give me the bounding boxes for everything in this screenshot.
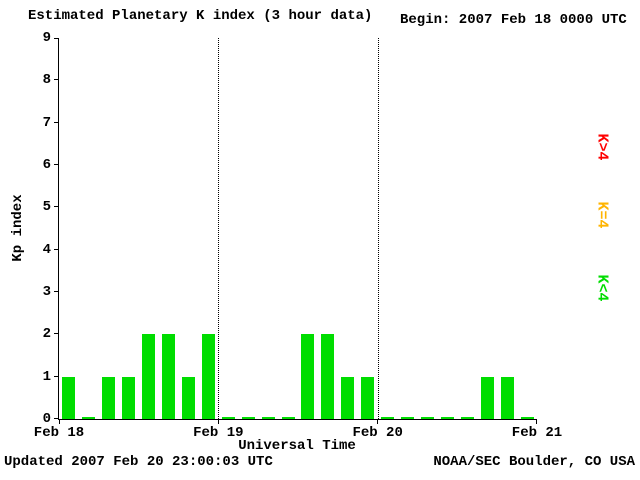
- x-tick-mark: [377, 419, 379, 424]
- y-tick-label: 8: [42, 72, 51, 89]
- y-tick-mark: [54, 38, 59, 39]
- x-tick-label: Feb 18: [33, 425, 85, 441]
- legend-k-lt-4: K<4: [593, 274, 611, 302]
- kp-bar: [500, 376, 514, 419]
- kp-bar: [520, 417, 534, 419]
- kp-bar: [281, 417, 295, 419]
- kp-bar: [162, 334, 176, 419]
- begin-time-label: Begin: 2007 Feb 18 0000 UTC: [400, 12, 627, 28]
- y-tick-label: 7: [42, 114, 51, 131]
- y-tick-mark: [54, 375, 59, 377]
- y-tick-mark: [54, 418, 59, 419]
- y-tick-label: 0: [42, 411, 51, 427]
- kp-bar: [401, 417, 415, 419]
- kp-bar: [82, 417, 96, 419]
- kp-bar: [201, 334, 215, 419]
- x-axis-label: Universal Time: [238, 438, 356, 454]
- kp-bar: [480, 376, 494, 419]
- kp-bar: [361, 376, 375, 419]
- y-tick-mark: [54, 291, 59, 292]
- y-tick-label: 6: [42, 157, 51, 173]
- y-tick-label: 2: [42, 326, 51, 343]
- kp-bar: [321, 334, 335, 419]
- kp-bar: [142, 334, 156, 419]
- source-credit: NOAA/SEC Boulder, CO USA: [433, 454, 635, 470]
- y-tick-mark: [54, 333, 59, 335]
- kp-bar: [221, 417, 235, 419]
- y-tick-mark: [54, 206, 59, 208]
- kp-bar: [460, 417, 474, 419]
- day-boundary-gridline: [218, 38, 220, 419]
- kp-bar: [341, 376, 355, 419]
- x-tick-mark: [536, 419, 537, 424]
- kp-bar: [62, 376, 76, 419]
- kp-bar: [381, 417, 395, 419]
- x-tick-label: Feb 20: [352, 425, 403, 441]
- kp-bar: [420, 417, 434, 419]
- kp-bar: [102, 376, 116, 419]
- y-tick-mark: [54, 248, 59, 250]
- kp-bar: [122, 376, 136, 419]
- y-tick-label: 3: [42, 284, 51, 300]
- y-tick-label: 9: [42, 30, 51, 46]
- updated-timestamp: Updated 2007 Feb 20 23:00:03 UTC: [4, 454, 273, 470]
- x-tick-mark: [217, 419, 219, 424]
- y-tick-mark: [54, 121, 59, 123]
- kp-bar: [440, 417, 454, 419]
- y-tick-label: 5: [42, 199, 51, 216]
- kp-bar: [181, 376, 195, 419]
- x-tick-label: Feb 19: [193, 425, 244, 441]
- day-boundary-gridline: [377, 38, 379, 419]
- y-tick-label: 1: [42, 368, 51, 385]
- legend-k-eq-4: K=4: [593, 201, 611, 229]
- kp-bar: [261, 417, 275, 419]
- y-tick-mark: [54, 79, 59, 81]
- kp-bar: [301, 334, 315, 419]
- y-tick-label: 4: [42, 241, 51, 258]
- plot-area: 0 1 2 3 4 5 6 7 8 9 Feb 18 Feb 19 Feb 20 Feb 21: [34, 31, 562, 441]
- x-tick-mark: [59, 419, 60, 424]
- kp-bar: [241, 417, 255, 419]
- x-tick-label: Feb 21: [511, 425, 563, 441]
- y-tick-mark: [54, 164, 59, 165]
- y-axis-label: Kp index: [10, 194, 26, 262]
- chart-title: Estimated Planetary K index (3 hour data…: [28, 8, 373, 24]
- legend-k-gt-4: K>4: [593, 133, 611, 161]
